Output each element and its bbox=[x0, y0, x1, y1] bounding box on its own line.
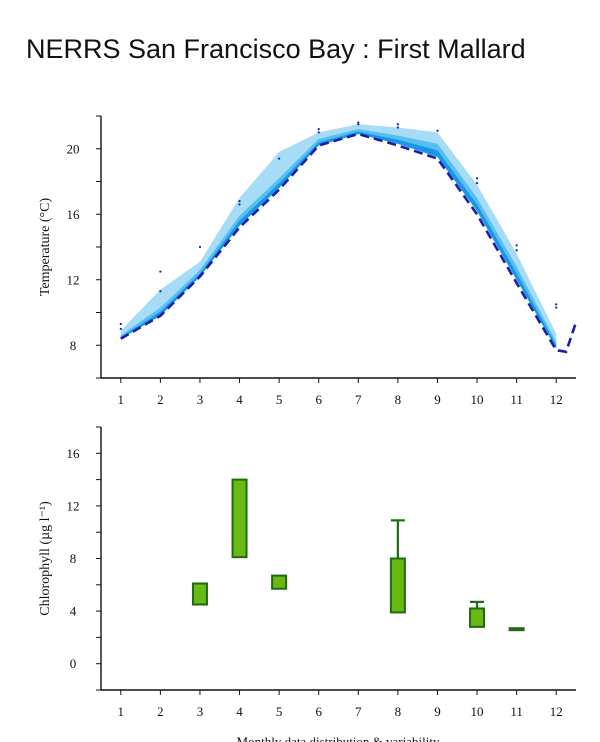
temperature-point bbox=[119, 322, 122, 326]
temperature-x-tick-label: 10 bbox=[471, 392, 484, 407]
chlorophyll-y-tick-label: 8 bbox=[70, 551, 77, 566]
chlorophyll-box bbox=[508, 627, 525, 632]
temperature-x-tick-label: 11 bbox=[510, 392, 523, 407]
temperature-x-tick-label: 12 bbox=[550, 392, 563, 407]
temperature-point bbox=[317, 128, 320, 131]
chlorophyll-x-tick-label: 1 bbox=[118, 704, 125, 719]
temperature-y-axis-label: Temperature (°C) bbox=[38, 198, 53, 297]
chlorophyll-x-tick-label: 9 bbox=[434, 704, 441, 719]
temperature-point bbox=[159, 270, 162, 273]
chlorophyll-x-tick-label: 6 bbox=[315, 704, 322, 719]
temperature-point bbox=[515, 244, 518, 247]
temperature-point bbox=[555, 306, 558, 309]
temperature-point bbox=[555, 303, 558, 306]
chlorophyll-y-axis-label: Chlorophyll (µg l⁻¹) bbox=[38, 501, 53, 616]
temperature-point bbox=[357, 123, 360, 126]
chlorophyll-x-tick-label: 12 bbox=[550, 704, 563, 719]
temperature-y-tick-label: 12 bbox=[67, 272, 80, 287]
chlorophyll-box bbox=[271, 574, 288, 590]
chlorophyll-box bbox=[389, 557, 406, 614]
chlorophyll-x-tick-label: 7 bbox=[355, 704, 362, 719]
chlorophyll-x-tick-label: 5 bbox=[276, 704, 283, 719]
temperature-point bbox=[396, 123, 399, 126]
page-title: NERRS San Francisco Bay : First Mallard bbox=[26, 34, 526, 64]
temperature-point bbox=[317, 131, 320, 134]
chlorophyll-x-tick-label: 2 bbox=[157, 704, 164, 719]
temperature-point bbox=[198, 245, 202, 249]
temperature-y-tick-label: 20 bbox=[67, 141, 80, 156]
chlorophyll-y-tick-label: 4 bbox=[70, 604, 77, 619]
temperature-y-tick-label: 16 bbox=[67, 207, 81, 222]
chlorophyll-box bbox=[231, 478, 248, 559]
temperature-x-tick-label: 1 bbox=[118, 392, 125, 407]
chlorophyll-x-tick-label: 8 bbox=[395, 704, 402, 719]
temperature-point bbox=[436, 129, 439, 132]
temperature-point bbox=[238, 203, 241, 206]
temperature-x-tick-label: 8 bbox=[395, 392, 402, 407]
chlorophyll-x-tick-label: 10 bbox=[471, 704, 484, 719]
temperature-point bbox=[396, 126, 399, 129]
chlorophyll-box bbox=[469, 607, 486, 628]
chlorophyll-x-tick-label: 4 bbox=[236, 704, 243, 719]
temperature-point bbox=[119, 327, 122, 330]
temperature-x-tick-label: 3 bbox=[197, 392, 204, 407]
temperature-band-inner bbox=[120, 131, 557, 349]
temperature-dashed-line bbox=[120, 132, 578, 354]
temperature-point bbox=[278, 157, 281, 160]
temperature-x-tick-label: 6 bbox=[315, 392, 322, 407]
chlorophyll-x-tick-label: 11 bbox=[510, 704, 523, 719]
chlorophyll-x-tick-label: 3 bbox=[197, 704, 204, 719]
temperature-point bbox=[475, 177, 479, 180]
temperature-point bbox=[159, 290, 162, 293]
temperature-point bbox=[515, 249, 518, 252]
temperature-point bbox=[357, 121, 360, 124]
chlorophyll-y-tick-label: 0 bbox=[70, 656, 77, 671]
temperature-x-tick-label: 2 bbox=[157, 392, 164, 407]
temperature-x-tick-label: 4 bbox=[236, 392, 243, 407]
temperature-point bbox=[475, 182, 479, 185]
temperature-point bbox=[238, 200, 241, 203]
chlorophyll-y-tick-label: 12 bbox=[67, 498, 80, 513]
temperature-x-tick-label: 7 bbox=[355, 392, 362, 407]
temperature-x-tick-label: 9 bbox=[434, 392, 441, 407]
chart-caption: Monthly data distribution & variability bbox=[237, 734, 440, 742]
temperature-x-tick-label: 5 bbox=[276, 392, 283, 407]
chlorophyll-box bbox=[191, 582, 208, 606]
temperature-y-tick-label: 8 bbox=[70, 338, 77, 353]
temperature-band-middle bbox=[120, 129, 557, 349]
chlorophyll-y-tick-label: 16 bbox=[67, 446, 81, 461]
